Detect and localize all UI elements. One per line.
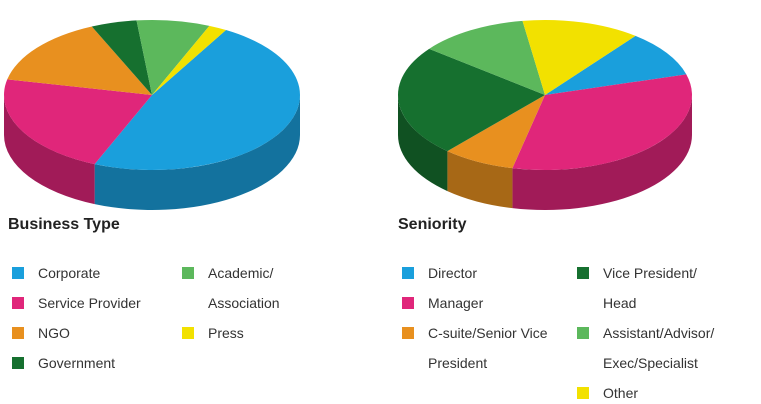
legend-swatch: [402, 267, 414, 279]
legend-item: Vice President/ Head: [577, 258, 727, 318]
legend-swatch: [182, 267, 194, 279]
pie-side: [447, 151, 513, 209]
legend-swatch: [402, 327, 414, 339]
pie-slice: [136, 20, 210, 95]
legend-swatch: [12, 267, 24, 279]
legend-swatch: [12, 327, 24, 339]
pie-slice: [7, 26, 152, 95]
chart-title: Business Type: [8, 216, 120, 233]
charts: [3, 20, 692, 211]
legend-swatch: [182, 327, 194, 339]
legend-swatch: [577, 267, 589, 279]
pie-slice: [429, 20, 545, 95]
pie-side: [4, 95, 95, 205]
legend-swatch: [577, 327, 589, 339]
pie-side: [512, 95, 692, 211]
legend-swatch: [12, 357, 24, 369]
legend-label: Manager: [428, 295, 484, 311]
pie-side: [398, 95, 448, 192]
legend-label: Other: [603, 385, 639, 401]
legend-label: Service Provider: [38, 295, 141, 311]
legend-swatch: [12, 297, 24, 309]
legend-label: Corporate: [38, 265, 101, 281]
pie-side: [94, 95, 300, 211]
pie-slice: [91, 20, 152, 95]
pie-slice: [152, 25, 226, 96]
pie-slice: [447, 95, 545, 169]
legend-label: C-suite/Senior Vice President: [428, 325, 548, 371]
legend-item: Government: [12, 348, 162, 378]
chart-title: Seniority: [398, 216, 467, 233]
legend-item: Assistant/Advisor/ Exec/Specialist: [577, 318, 727, 378]
legend-label: Press: [208, 325, 244, 341]
legend-column: Vice President/ Head Assistant/Advisor/ E…: [577, 258, 727, 404]
legend-label: Academic/ Association: [208, 265, 280, 311]
legend-item: Other: [577, 378, 727, 404]
pie-slice: [522, 20, 636, 95]
legend-column: Director Manager C-suite/Senior Vice Presi…: [402, 258, 552, 378]
legend-item: Manager: [402, 288, 552, 318]
pie-slice: [545, 35, 687, 95]
pie-slice: [3, 79, 152, 165]
legend-item: C-suite/Senior Vice President: [402, 318, 552, 378]
legend-item: Service Provider: [12, 288, 162, 318]
legend-swatch: [402, 297, 414, 309]
legend-item: Academic/ Association: [182, 258, 332, 318]
legend-label: Director: [428, 265, 478, 281]
legend-label: Assistant/Advisor/ Exec/Specialist: [603, 325, 715, 371]
legend-item: NGO: [12, 318, 162, 348]
legend-label: Vice President/ Head: [603, 265, 697, 311]
pie-slice: [512, 74, 692, 170]
legend-item: Press: [182, 318, 332, 348]
legend-item: Corporate: [12, 258, 162, 288]
legend-swatch: [577, 387, 589, 399]
legend-column: Corporate Service Provider NGO Government: [12, 258, 162, 378]
legend-column: Academic/ Association Press: [182, 258, 332, 348]
pie-slice: [94, 30, 301, 171]
pie-slice: [397, 48, 545, 152]
legend-label: Government: [38, 355, 116, 371]
legend-item: Director: [402, 258, 552, 288]
legend-label: NGO: [38, 325, 70, 341]
